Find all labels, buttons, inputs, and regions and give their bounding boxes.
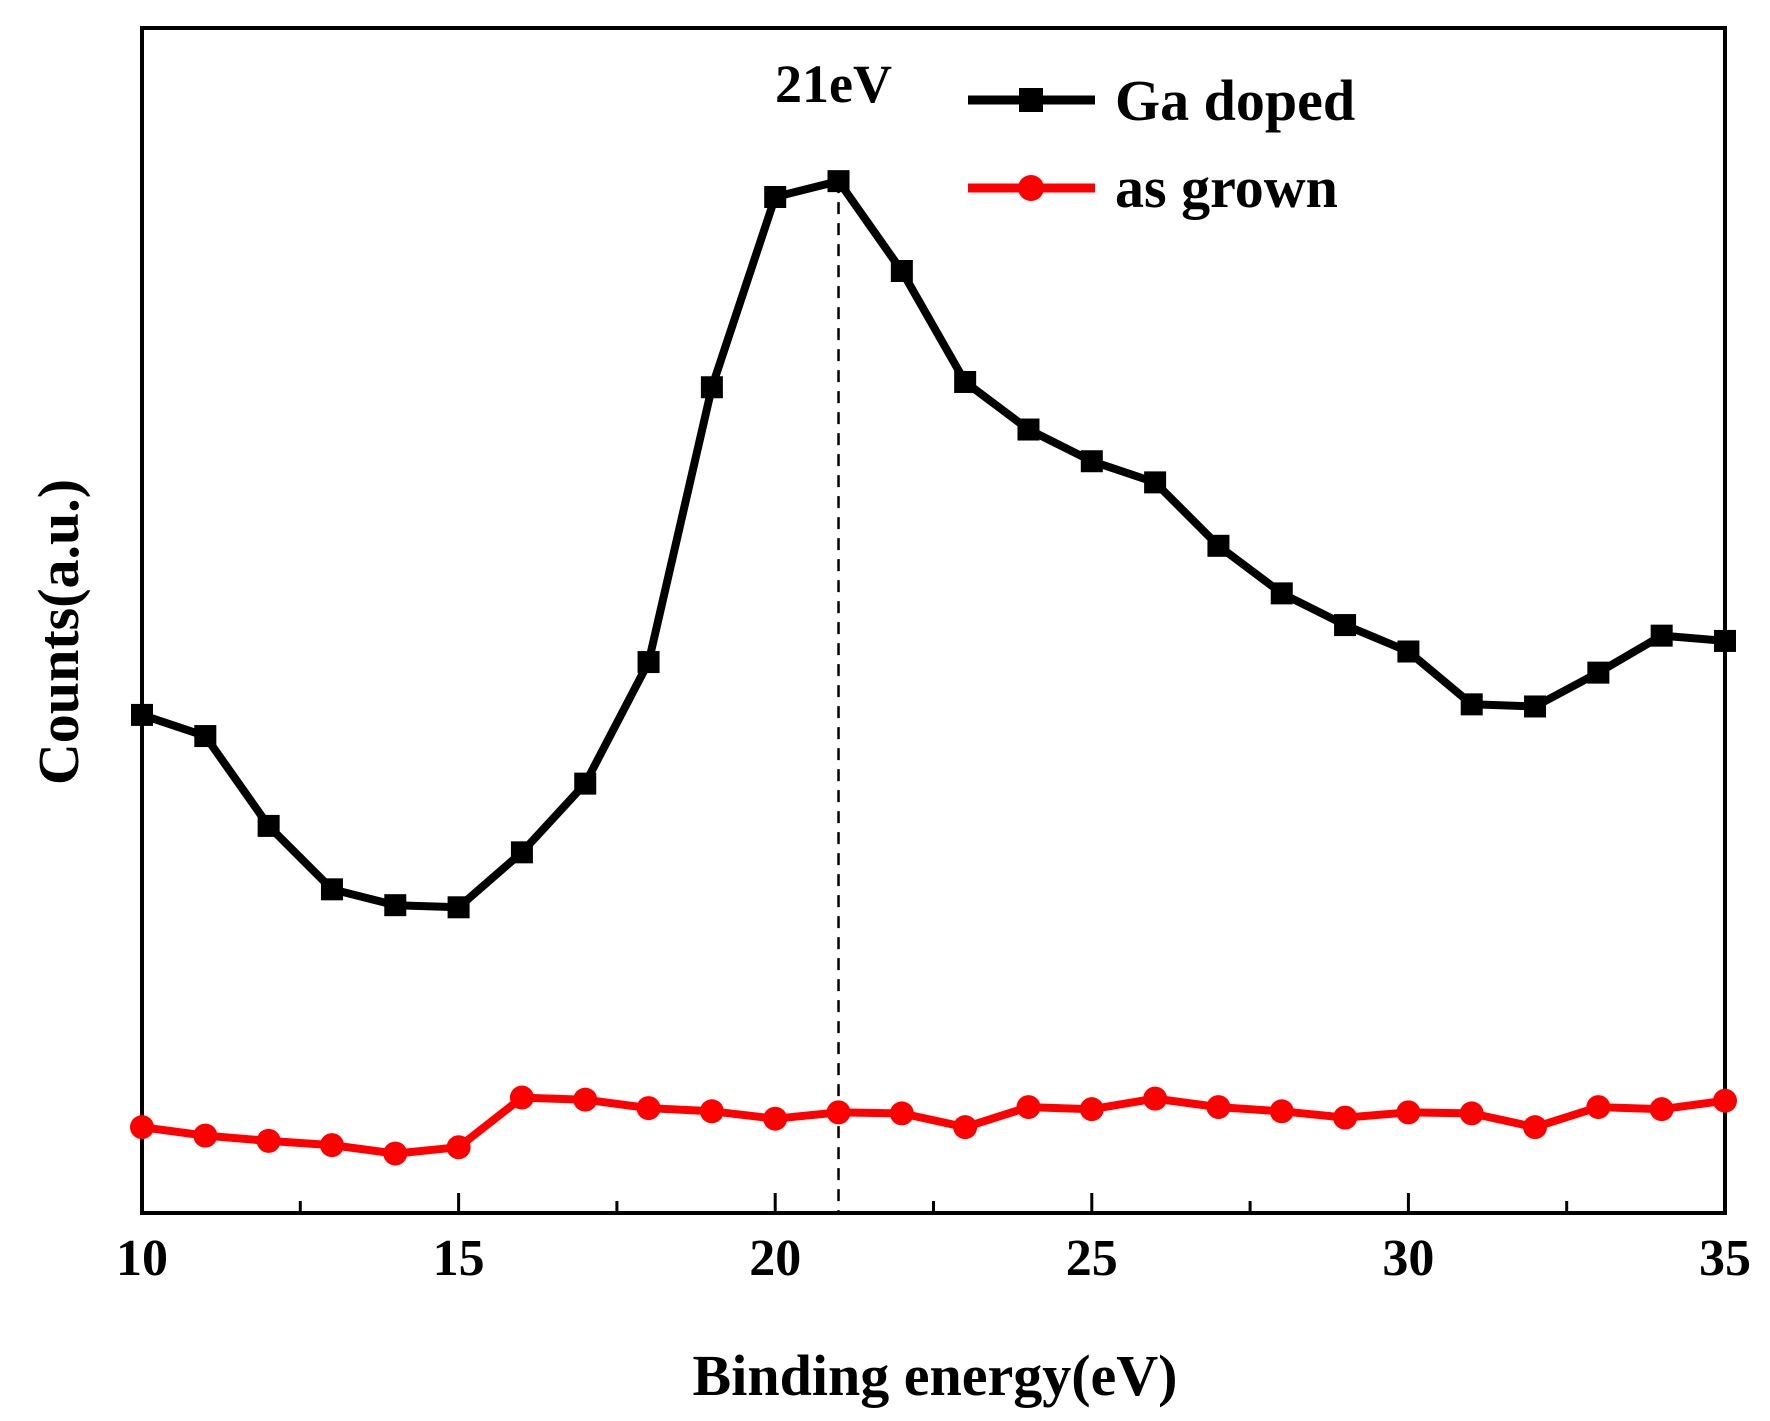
data-point-as-grown [130,1115,154,1140]
data-point-as-grown [763,1106,788,1131]
plot-frame [140,26,1727,1215]
data-point-as-grown [256,1128,281,1153]
data-point-as-grown [699,1099,724,1124]
data-point-ga-doped [194,725,217,748]
data-point-as-grown [193,1123,218,1148]
data-point-ga-doped [384,894,407,917]
series-line-as-grown [141,1093,1726,1158]
data-point-ga-doped [1650,624,1673,647]
data-point-ga-doped [1144,471,1167,494]
data-point-ga-doped [510,841,533,864]
data-point-as-grown [1586,1095,1611,1120]
data-point-ga-doped [1017,418,1040,441]
data-point-ga-doped [1460,693,1483,716]
x-tick-label: 15 [433,1230,485,1287]
series-line-ga-doped [140,177,1726,912]
data-point-as-grown [446,1135,471,1160]
data-point-as-grown [1206,1095,1231,1120]
data-point-as-grown [319,1133,344,1158]
legend-label-ga-doped: Ga doped [1115,68,1355,133]
peak-annotation-label: 21eV [775,54,892,114]
data-point-ga-doped [320,878,343,901]
legend: Ga doped as grown [968,68,1355,220]
data-point-ga-doped [700,376,723,399]
x-tick-label: 30 [1382,1230,1434,1287]
data-point-ga-doped [1334,614,1357,637]
data-point-ga-doped [954,370,977,393]
data-point-as-grown [953,1115,978,1140]
x-tick-labels: 10 15 20 25 30 35 [116,1230,1751,1287]
data-point-ga-doped [764,185,787,208]
legend-marker-ga-doped [1019,88,1043,112]
data-point-as-grown [889,1101,914,1126]
data-point-as-grown [636,1096,661,1121]
data-point-as-grown [573,1087,598,1112]
data-point-ga-doped [131,703,153,726]
data-point-ga-doped [574,772,597,795]
data-point-as-grown [1016,1095,1041,1120]
data-point-as-grown [1649,1097,1674,1122]
data-point-ga-doped [1587,661,1610,684]
data-point-ga-doped [1714,629,1736,652]
data-point-as-grown [826,1100,851,1125]
data-point-as-grown [1459,1101,1484,1126]
data-point-ga-doped [447,896,470,919]
y-axis-title: Counts(a.u.) [26,479,91,785]
legend-marker-as-grown [1018,175,1044,201]
data-point-as-grown [1333,1105,1358,1130]
data-point-as-grown [1713,1088,1737,1113]
x-tick-label: 35 [1699,1230,1751,1287]
data-point-as-grown [1143,1086,1168,1111]
data-point-ga-doped [257,814,280,837]
data-point-as-grown [383,1141,408,1166]
data-point-as-grown [509,1085,534,1110]
data-point-as-grown [1079,1097,1104,1122]
data-point-as-grown [1396,1100,1421,1125]
data-point-ga-doped [1080,450,1103,473]
data-point-ga-doped [1397,640,1420,663]
data-point-as-grown [1523,1115,1548,1140]
x-axis-title: Binding energy(eV) [693,1343,1178,1408]
data-point-ga-doped [637,651,660,674]
legend-label-as-grown: as grown [1115,155,1338,220]
data-point-ga-doped [1270,582,1293,605]
data-point-ga-doped [890,259,913,282]
x-tick-label: 25 [1066,1230,1118,1287]
data-point-ga-doped [827,170,850,193]
x-ticks [140,1193,1727,1213]
x-tick-label: 10 [116,1230,168,1287]
data-point-as-grown [1269,1099,1294,1124]
x-tick-label: 20 [749,1230,801,1287]
data-point-ga-doped [1524,695,1547,718]
series-layer [130,170,1737,1166]
data-point-ga-doped [1207,534,1230,557]
